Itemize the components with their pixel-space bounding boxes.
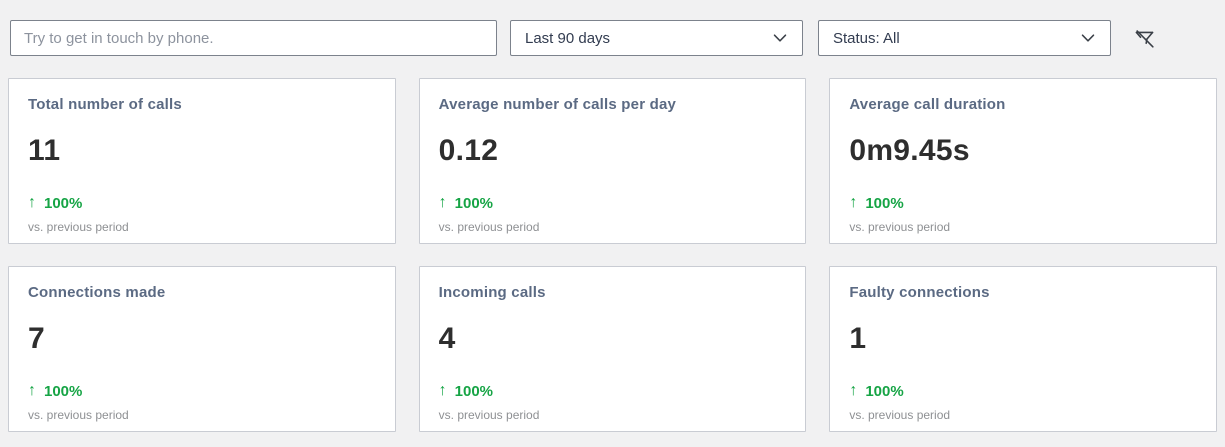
stat-card-change-value: 100%: [865, 194, 904, 212]
stat-card-value: 4: [438, 322, 456, 355]
stat-card-title: Incoming calls: [438, 284, 546, 301]
stat-card-comparison: vs. previous period: [438, 220, 540, 234]
stat-card-title: Connections made: [28, 284, 166, 301]
up-arrow-icon: ↑: [438, 382, 447, 399]
stat-card-change: ↑ 100%: [439, 382, 787, 400]
stat-card-change: ↑ 100%: [849, 382, 1197, 400]
stat-card-change-value: 100%: [454, 194, 494, 212]
up-arrow-icon: ↑: [28, 382, 36, 399]
up-arrow-icon: ↑: [849, 382, 858, 399]
stat-card-change: ↑ 100%: [849, 194, 1197, 212]
stat-card: Total number of calls 11 ↑ 100% vs. prev…: [8, 78, 396, 244]
stat-card-title: Average call duration: [849, 96, 1006, 113]
stat-card-value: 11: [28, 134, 61, 167]
stat-card-value: 0m9.45s: [849, 134, 970, 167]
date-range-value: Last 90 days: [525, 29, 611, 47]
stat-card-comparison: vs. previous period: [438, 408, 540, 422]
stat-card-value: 7: [28, 322, 45, 355]
stat-card-comparison: vs. previous period: [849, 408, 951, 422]
stat-card-change: ↑ 100%: [28, 194, 376, 212]
clear-filters-button[interactable]: [1127, 21, 1161, 55]
stat-card-value: 0.12: [438, 134, 499, 167]
stat-card-comparison: vs. previous period: [28, 408, 129, 422]
chevron-down-icon: [1081, 34, 1095, 42]
stat-card-title: Average number of calls per day: [438, 96, 677, 113]
stat-card: Incoming calls 4 ↑ 100% vs. previous per…: [418, 266, 807, 432]
filter-off-icon: [1135, 29, 1154, 48]
stat-card-value: 1: [849, 322, 867, 355]
stat-card-change: ↑ 100%: [439, 194, 787, 212]
up-arrow-icon: ↑: [849, 194, 858, 211]
stat-card: Connections made 7 ↑ 100% vs. previous p…: [8, 266, 396, 432]
status-select[interactable]: Status: All: [818, 20, 1111, 56]
stat-card-change-value: 100%: [865, 382, 904, 400]
chevron-down-icon: [773, 34, 787, 42]
stat-card: Average number of calls per day 0.12 ↑ 1…: [418, 78, 807, 244]
stat-card: Faulty connections 1 ↑ 100% vs. previous…: [829, 266, 1217, 432]
stat-card-change-value: 100%: [454, 382, 494, 400]
stat-card-title: Total number of calls: [28, 96, 182, 113]
up-arrow-icon: ↑: [438, 194, 447, 211]
stats-card-grid: Total number of calls 11 ↑ 100% vs. prev…: [0, 78, 1225, 432]
stat-card-title: Faulty connections: [849, 284, 990, 301]
stat-card-change-value: 100%: [44, 194, 83, 212]
filter-bar: Last 90 days Status: All: [0, 0, 1225, 56]
date-range-select[interactable]: Last 90 days: [510, 20, 803, 56]
status-value: Status: All: [833, 29, 900, 47]
up-arrow-icon: ↑: [28, 194, 36, 211]
stat-card-comparison: vs. previous period: [849, 220, 951, 234]
stat-card-change: ↑ 100%: [28, 382, 376, 400]
stat-card-change-value: 100%: [44, 382, 83, 400]
search-input[interactable]: [10, 20, 497, 56]
stat-card-comparison: vs. previous period: [28, 220, 129, 234]
stat-card: Average call duration 0m9.45s ↑ 100% vs.…: [829, 78, 1217, 244]
